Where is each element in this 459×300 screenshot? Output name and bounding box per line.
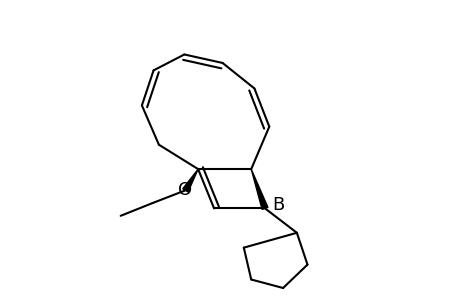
Text: O: O [178, 181, 192, 199]
Polygon shape [182, 169, 198, 192]
Polygon shape [251, 169, 267, 209]
Text: B: B [272, 196, 284, 214]
